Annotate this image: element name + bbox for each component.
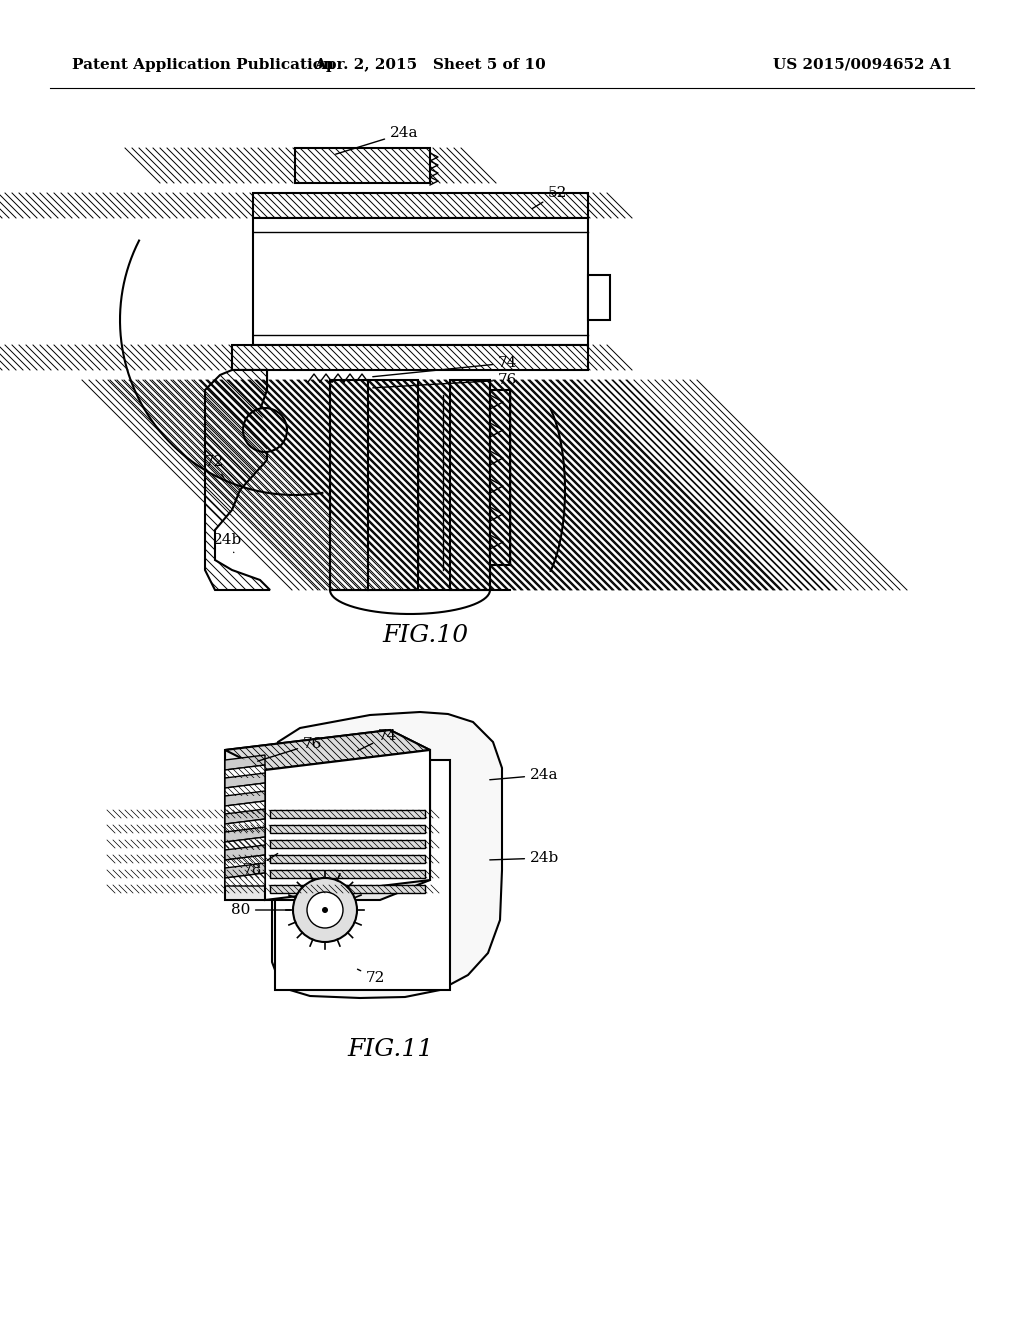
Text: 76: 76: [373, 374, 517, 388]
Bar: [295, 148, 430, 183]
Text: 76: 76: [258, 737, 323, 762]
Bar: [368, 380, 418, 590]
Bar: [270, 840, 425, 847]
Bar: [275, 760, 450, 990]
Polygon shape: [225, 755, 265, 770]
Bar: [253, 193, 588, 218]
Polygon shape: [225, 818, 265, 832]
Bar: [490, 389, 510, 565]
Text: Apr. 2, 2015   Sheet 5 of 10: Apr. 2, 2015 Sheet 5 of 10: [314, 58, 546, 73]
Bar: [270, 810, 425, 818]
Bar: [270, 810, 425, 818]
Polygon shape: [225, 730, 430, 900]
Polygon shape: [225, 791, 265, 807]
Bar: [270, 855, 425, 863]
Text: US 2015/0094652 A1: US 2015/0094652 A1: [773, 58, 952, 73]
Polygon shape: [225, 855, 265, 869]
Bar: [330, 380, 368, 590]
Polygon shape: [225, 774, 265, 788]
Polygon shape: [225, 801, 265, 814]
Polygon shape: [225, 828, 265, 842]
Bar: [253, 193, 588, 218]
Bar: [270, 870, 425, 878]
Bar: [368, 380, 418, 590]
Text: 74: 74: [373, 356, 517, 376]
Polygon shape: [225, 845, 265, 861]
Bar: [295, 148, 430, 183]
Text: Patent Application Publication: Patent Application Publication: [72, 58, 334, 73]
Bar: [330, 380, 368, 590]
Text: 72: 72: [357, 969, 385, 985]
Polygon shape: [225, 863, 265, 878]
Polygon shape: [272, 711, 502, 998]
Bar: [232, 345, 588, 370]
Bar: [270, 870, 425, 878]
Bar: [270, 884, 425, 894]
Polygon shape: [205, 370, 270, 590]
Circle shape: [243, 408, 287, 451]
Polygon shape: [265, 750, 430, 900]
Bar: [232, 370, 267, 389]
Bar: [253, 193, 588, 218]
Text: 24a: 24a: [489, 768, 558, 781]
Bar: [450, 380, 490, 590]
Text: 80: 80: [230, 903, 290, 917]
Bar: [232, 345, 588, 370]
Bar: [270, 884, 425, 894]
Text: 24b: 24b: [213, 533, 243, 553]
Circle shape: [293, 878, 357, 942]
Bar: [418, 395, 443, 570]
Text: FIG.10: FIG.10: [382, 623, 468, 647]
Polygon shape: [225, 783, 265, 796]
Polygon shape: [225, 837, 265, 850]
Text: 72: 72: [205, 455, 224, 478]
Bar: [588, 275, 610, 319]
Bar: [368, 380, 418, 590]
Bar: [232, 345, 588, 370]
Bar: [450, 380, 490, 590]
Circle shape: [307, 892, 343, 928]
Text: 78: 78: [243, 854, 278, 876]
Text: 24a: 24a: [336, 125, 419, 154]
Text: FIG.11: FIG.11: [347, 1039, 433, 1061]
Polygon shape: [225, 730, 430, 770]
Bar: [270, 855, 425, 863]
Polygon shape: [225, 766, 265, 777]
Text: 74: 74: [357, 729, 397, 751]
Text: 52: 52: [532, 186, 567, 209]
Bar: [330, 380, 368, 590]
Bar: [270, 840, 425, 847]
Bar: [270, 825, 425, 833]
Circle shape: [322, 907, 328, 913]
Polygon shape: [225, 873, 265, 886]
Bar: [253, 218, 588, 345]
Polygon shape: [225, 809, 265, 824]
Bar: [450, 380, 490, 590]
Bar: [295, 148, 430, 183]
Bar: [270, 825, 425, 833]
Text: 24b: 24b: [489, 851, 559, 865]
